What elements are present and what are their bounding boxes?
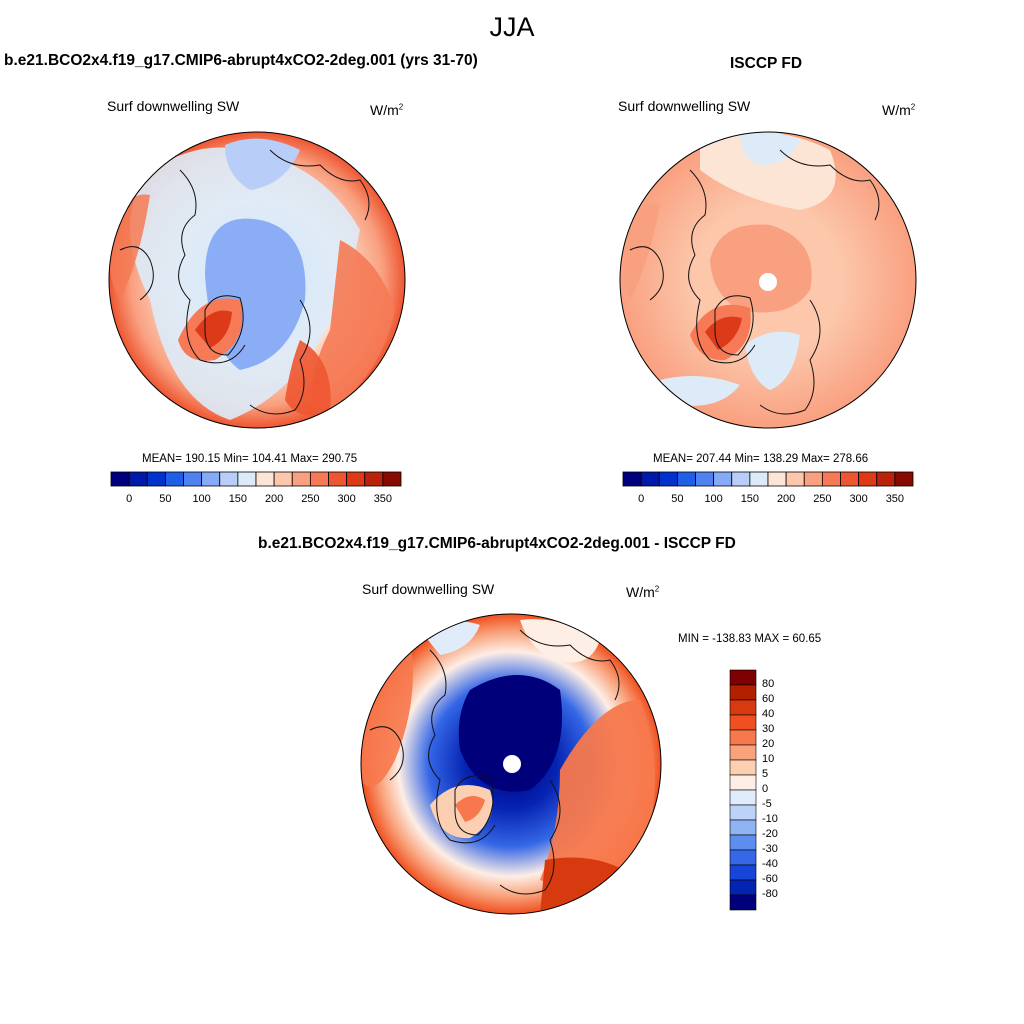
panel-diff-variable-label: Surf downwelling SW (362, 581, 495, 597)
panel-model-colorbar-tick-label: 150 (228, 493, 248, 505)
panel-diff-colorbar-swatch (729, 684, 757, 701)
panel-obs-colorbar-tick-label: 200 (776, 493, 796, 505)
panel-model-colorbar (110, 471, 402, 487)
panel-diff-colorbar-tick-label: -5 (762, 798, 772, 810)
panel-diff-colorbar-tick-label: 80 (762, 678, 775, 690)
panel-diff-colorbar-tick-label: -30 (762, 843, 778, 855)
panel-model-colorbar-tick-label: 50 (159, 493, 172, 505)
panel-diff-colorbar-swatch (729, 879, 757, 896)
panel-model-colorbar-tick-label: 0 (126, 493, 133, 505)
panel-diff-colorbar-tick-label: -40 (762, 858, 778, 870)
panel-obs-colorbar-tick-label: 100 (704, 493, 723, 505)
panel-model-colorbar-tick-label: 300 (337, 493, 356, 505)
panel-obs-colorbar-tick-label: 50 (671, 493, 684, 505)
panel-model-colorbar-tick-label: 100 (192, 493, 211, 505)
panel-model-colorbar-tick-label: 250 (301, 493, 320, 505)
panel-diff-colorbar-tick-label: -10 (762, 813, 778, 825)
panel-diff-colorbar-swatch (729, 759, 757, 776)
panel-model-colorbar-tick-label: 350 (373, 493, 393, 505)
season-title: JJA (489, 12, 535, 42)
panel-diff-colorbar-tick-label: -60 (762, 873, 778, 885)
panel-obs-variable-label: Surf downwelling SW (618, 98, 751, 114)
panel-diff-colorbar-tick-label: 40 (762, 708, 775, 720)
panel-diff-colorbar (729, 669, 757, 911)
panel-diff-colorbar-swatch (729, 804, 757, 821)
panel-diff-colorbar-swatch (729, 819, 757, 836)
panel-obs-units: W/m2 (882, 102, 916, 118)
panel-diff-colorbar-swatch (729, 729, 757, 746)
panel-model-units: W/m2 (370, 102, 404, 118)
panel-diff-colorbar-tick-label: 5 (762, 768, 769, 780)
panel-diff-colorbar-swatch (729, 669, 757, 686)
panel-diff-title: b.e21.BCO2x4.f19_g17.CMIP6-abrupt4xCO2-2… (258, 535, 736, 552)
panel-obs-coastlines (629, 149, 880, 415)
panel-diff-colorbar-swatch (729, 789, 757, 806)
panel-obs-pole-hole (759, 273, 777, 291)
panel-obs-colorbar-swatch (894, 471, 914, 487)
panel-diff-colorbar-tick-label: 0 (762, 783, 769, 795)
panel-obs-stats: MEAN= 207.44 Min= 138.29 Max= 278.66 (653, 453, 869, 465)
panel-diff-colorbar-swatch (729, 894, 757, 911)
panel-obs-colorbar-tick-label: 350 (885, 493, 905, 505)
panel-diff-colorbar-swatch (729, 849, 757, 866)
panel-diff-colorbar-swatch (729, 714, 757, 731)
panel-obs-colorbar-tick-label: 0 (638, 493, 645, 505)
panel-diff-colorbar-tick-label: 60 (762, 693, 775, 705)
panel-obs-colorbar-tick-label: 300 (849, 493, 868, 505)
panel-model-colorbar-tick-label: 200 (264, 493, 284, 505)
panel-diff-colorbar-tick-label: 20 (762, 738, 775, 750)
panel-diff-colorbar-tick-label: -20 (762, 828, 778, 840)
panel-obs-colorbar-tick-label: 250 (813, 493, 832, 505)
panel-diff-colorbar-swatch (729, 864, 757, 881)
panel-model-colorbar-swatch (382, 471, 402, 487)
panel-model-variable-label: Surf downwelling SW (107, 98, 240, 114)
panel-diff-colorbar-swatch (729, 834, 757, 851)
panel-obs-colorbar (622, 471, 914, 487)
panel-diff-colorbar-tick-label: 10 (762, 753, 775, 765)
panel-model-title: b.e21.BCO2x4.f19_g17.CMIP6-abrupt4xCO2-2… (4, 52, 478, 69)
panel-diff-colorbar-tick-label: 30 (762, 723, 775, 735)
panel-diff-colorbar-swatch (729, 744, 757, 761)
panel-obs-colorbar-tick-label: 150 (740, 493, 760, 505)
panel-obs-title: ISCCP FD (730, 55, 803, 72)
panel-diff-colorbar-swatch (729, 774, 757, 791)
panel-diff-colorbar-tick-label: -80 (762, 888, 778, 900)
panel-model-coastlines (119, 149, 370, 415)
panel-diff-stats: MIN = -138.83 MAX = 60.65 (678, 633, 822, 645)
panel-model-stats: MEAN= 190.15 Min= 104.41 Max= 290.75 (142, 453, 358, 465)
panel-diff-coastlines (369, 629, 620, 895)
panel-diff-units: W/m2 (626, 584, 660, 600)
panel-diff-colorbar-swatch (729, 699, 757, 716)
panel-diff-pole-hole (503, 755, 521, 773)
